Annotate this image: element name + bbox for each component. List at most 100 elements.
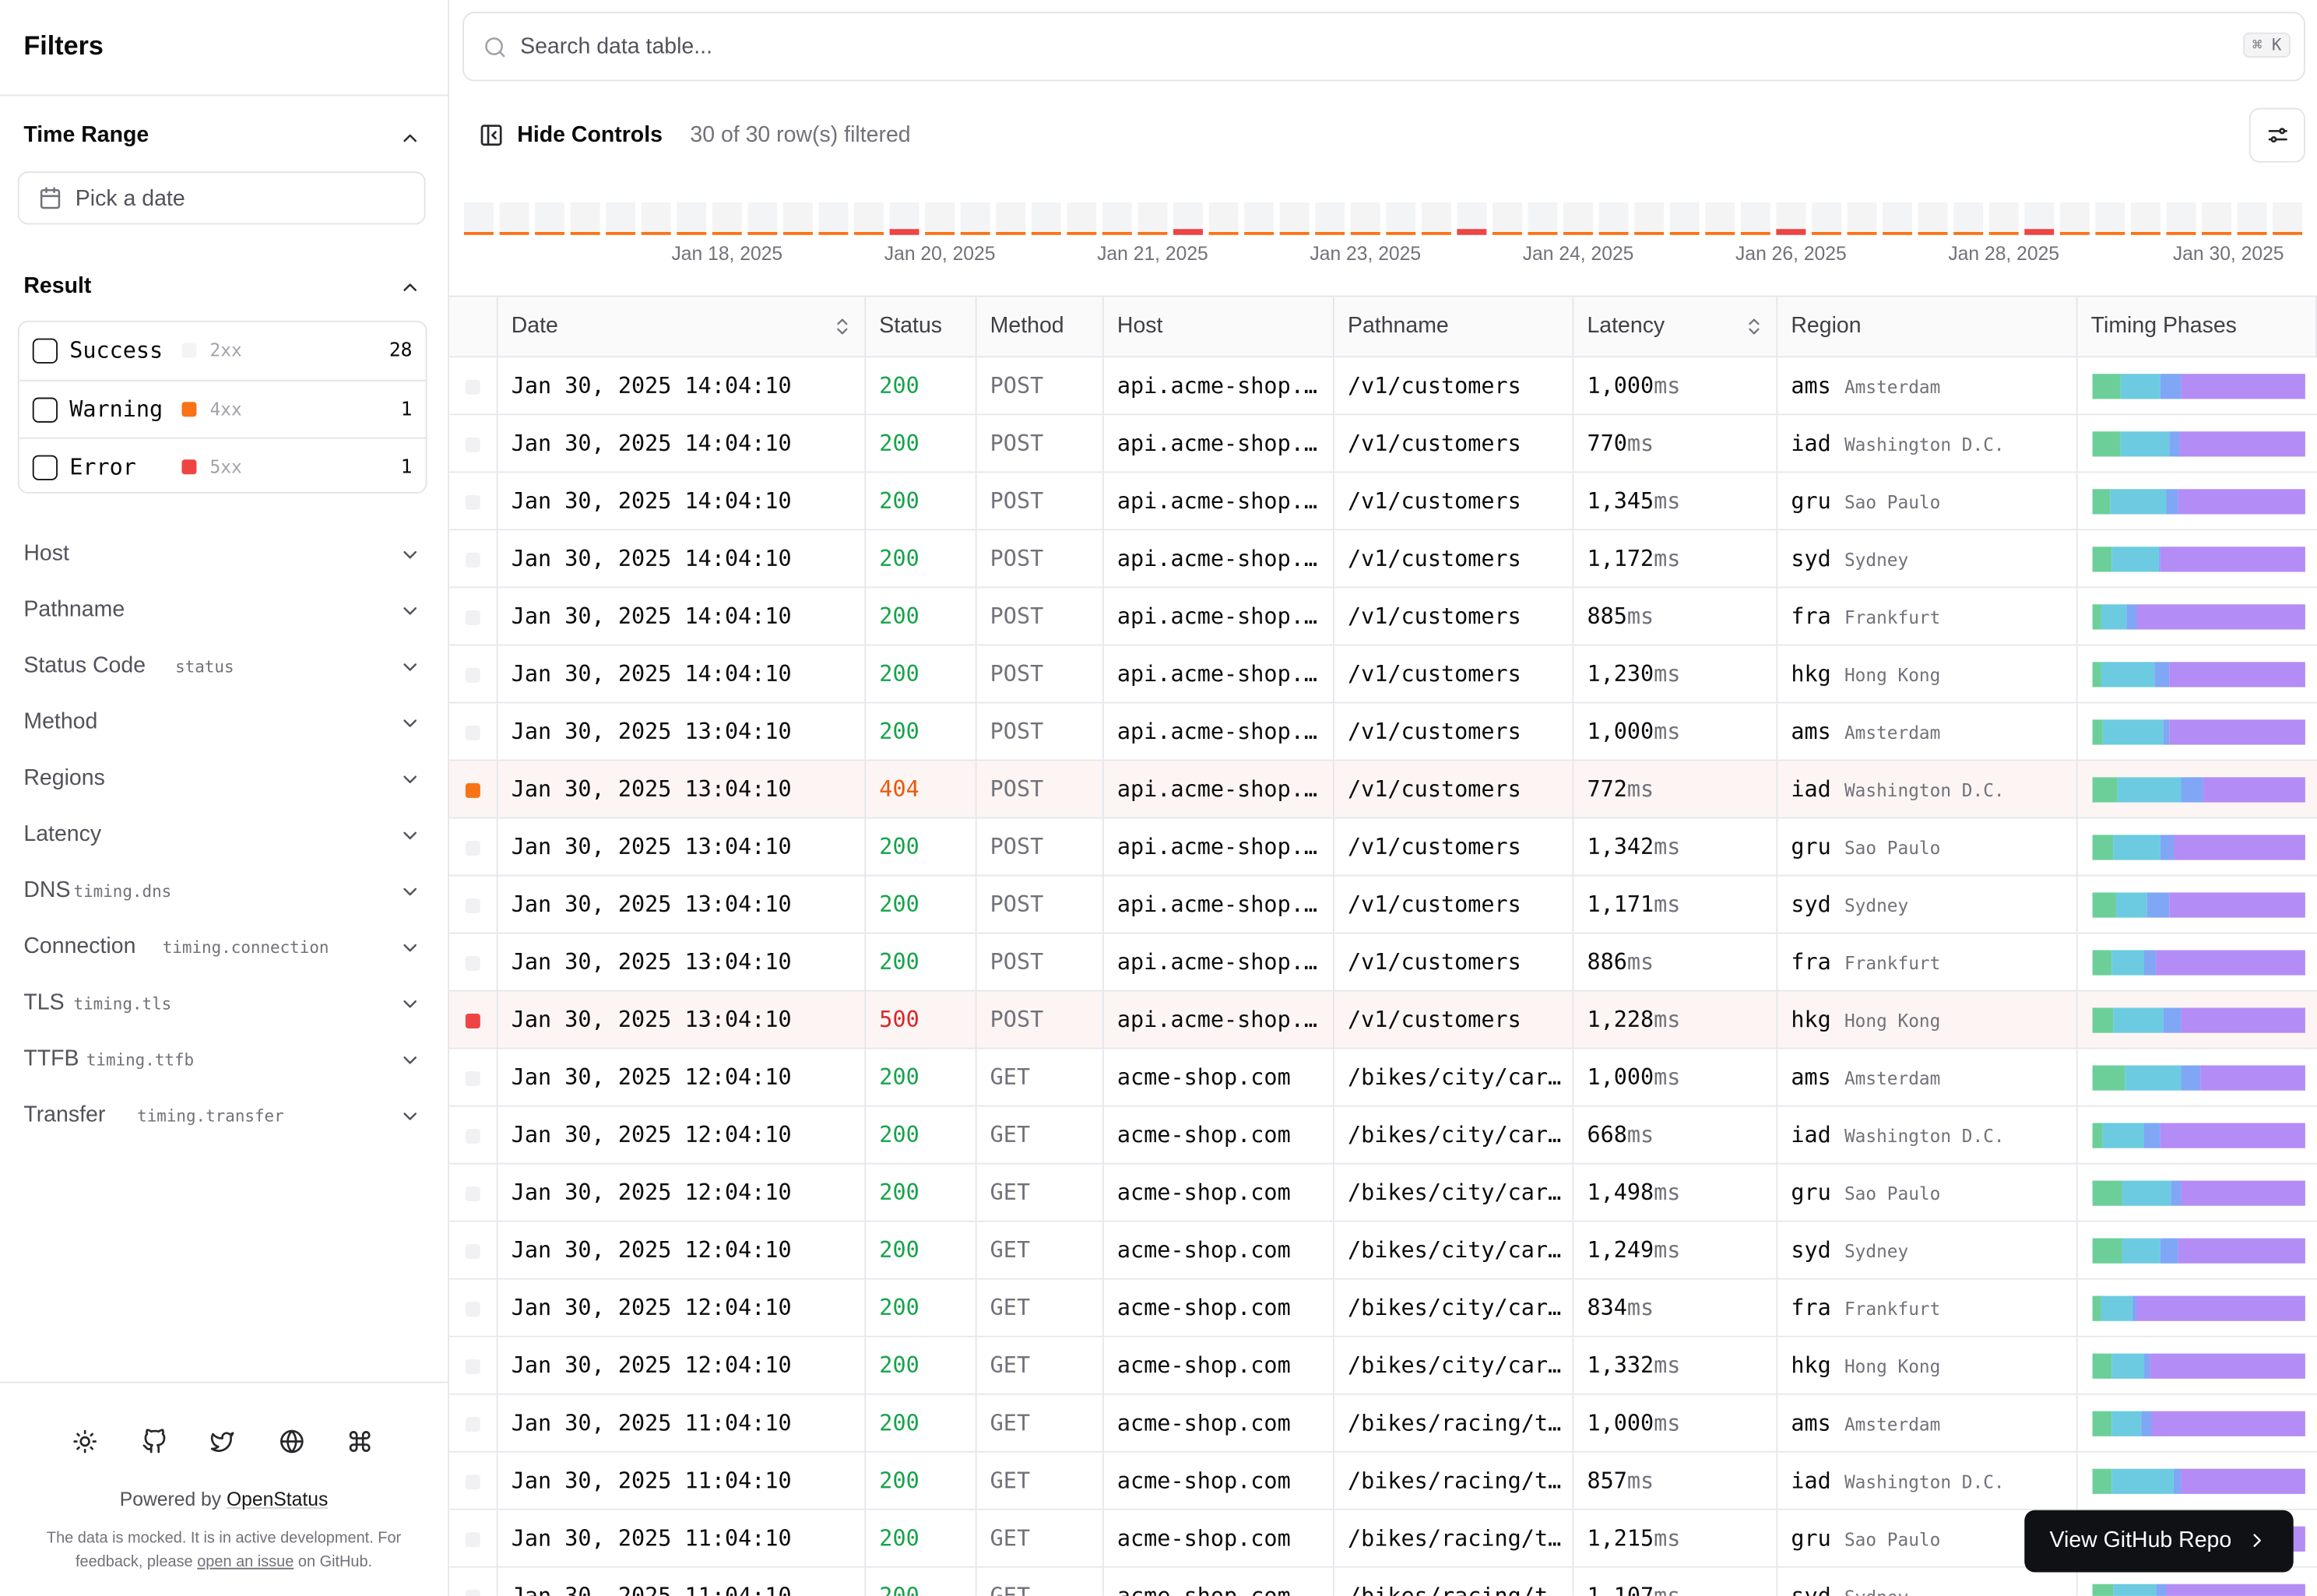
timeline-bar[interactable] <box>1634 202 1665 235</box>
brand-link[interactable]: OpenStatus <box>226 1488 329 1510</box>
timeline-bar[interactable] <box>463 202 494 235</box>
footer-icon[interactable] <box>72 1429 97 1454</box>
table-row[interactable]: Jan 30, 2025 14:04:10 200 POST api.acme-sho… <box>448 530 2317 589</box>
timeline-bar[interactable] <box>2237 202 2267 235</box>
timeline-bar[interactable] <box>960 202 990 235</box>
footer-icon[interactable] <box>210 1429 235 1454</box>
timeline-bar[interactable] <box>2024 202 2055 235</box>
table-row[interactable]: Jan 30, 2025 13:04:10 200 POST api.acme-sho… <box>448 933 2317 992</box>
result-option[interactable]: Error 5xx 1 <box>19 437 426 497</box>
table-row[interactable]: Jan 30, 2025 11:04:10 200 GET acme-shop.com… <box>448 1510 2317 1568</box>
header-cell[interactable]: Latency <box>1573 297 1778 357</box>
date-picker[interactable]: Pick a date <box>17 171 426 225</box>
table-row[interactable]: Jan 30, 2025 12:04:10 200 GET acme-shop.com… <box>448 1222 2317 1280</box>
timeline-bar[interactable] <box>499 202 529 235</box>
timeline-bar[interactable] <box>1315 202 1345 235</box>
timeline-bar[interactable] <box>1421 202 1451 235</box>
timeline-bar[interactable] <box>1386 202 1416 235</box>
table-row[interactable]: Jan 30, 2025 14:04:10 200 POST api.acme-sho… <box>448 588 2317 646</box>
expand-icon[interactable] <box>399 1049 420 1071</box>
timeline-bar[interactable] <box>925 202 955 235</box>
timeline-bar[interactable] <box>1137 202 1168 235</box>
checkbox[interactable] <box>32 455 58 480</box>
table-row[interactable]: Jan 30, 2025 13:04:10 200 POST api.acme-sho… <box>448 703 2317 761</box>
footer-icon[interactable] <box>279 1429 304 1454</box>
table-row[interactable]: Jan 30, 2025 13:04:10 200 POST api.acme-sho… <box>448 818 2317 877</box>
timeline-bar[interactable] <box>1669 202 1700 235</box>
timeline-bar[interactable] <box>641 202 671 235</box>
sort-icon[interactable] <box>1744 316 1765 337</box>
table-row[interactable]: Jan 30, 2025 13:04:10 500 POST api.acme-sho… <box>448 991 2317 1049</box>
issue-link[interactable]: open an issue <box>197 1552 294 1571</box>
timeline-bar[interactable] <box>570 202 600 235</box>
timeline-bar[interactable] <box>712 202 742 235</box>
table-row[interactable]: Jan 30, 2025 11:04:10 200 GET acme-shop.com… <box>448 1567 2317 1596</box>
checkbox[interactable] <box>32 397 58 423</box>
table-row[interactable]: Jan 30, 2025 14:04:10 200 POST api.acme-sho… <box>448 473 2317 531</box>
timeline-bar[interactable] <box>747 202 778 235</box>
timeline-bar[interactable] <box>1457 202 1487 235</box>
table-row[interactable]: Jan 30, 2025 14:04:10 200 POST api.acme-sho… <box>448 645 2317 704</box>
footer-icon[interactable] <box>347 1429 372 1454</box>
view-options[interactable] <box>2248 107 2305 163</box>
timeline-bar[interactable] <box>1740 202 1770 235</box>
table-row[interactable]: Jan 30, 2025 11:04:10 200 GET acme-shop.com… <box>448 1452 2317 1510</box>
collapse-icon[interactable] <box>399 127 420 149</box>
expand-icon[interactable] <box>399 768 420 790</box>
timeline-bar[interactable] <box>535 202 565 235</box>
timeline-bar[interactable] <box>1705 202 1735 235</box>
table-row[interactable]: Jan 30, 2025 12:04:10 200 GET acme-shop.com… <box>448 1164 2317 1222</box>
timeline-bar[interactable] <box>606 202 636 235</box>
timeline-bar[interactable] <box>996 202 1026 235</box>
expand-icon[interactable] <box>399 712 420 734</box>
table-row[interactable]: Jan 30, 2025 13:04:10 404 POST api.acme-sho… <box>448 761 2317 819</box>
timeline-bar[interactable] <box>889 202 919 235</box>
timeline-bar[interactable] <box>2059 202 2090 235</box>
sort-icon[interactable] <box>832 316 853 337</box>
timeline-bar[interactable] <box>1350 202 1380 235</box>
timeline-bar[interactable] <box>782 202 813 235</box>
expand-icon[interactable] <box>399 993 420 1014</box>
github-button[interactable]: View GitHub Repo <box>2024 1510 2294 1573</box>
table-row[interactable]: Jan 30, 2025 12:04:10 200 GET acme-shop.com… <box>448 1049 2317 1107</box>
timeline-bar[interactable] <box>1279 202 1310 235</box>
result-option[interactable]: Warning 4xx 1 <box>19 379 426 439</box>
timeline-bar[interactable] <box>2130 202 2161 235</box>
search-box[interactable]: Search data table... ⌘ K <box>462 12 2305 82</box>
checkbox[interactable] <box>32 338 58 364</box>
timeline-bar[interactable] <box>818 202 849 235</box>
table-row[interactable]: Jan 30, 2025 11:04:10 200 GET acme-shop.com… <box>448 1394 2317 1453</box>
footer-icon[interactable] <box>141 1429 166 1454</box>
result-option[interactable]: Success 2xx 28 <box>19 322 426 380</box>
timeline-bar[interactable] <box>1598 202 1629 235</box>
timeline-bar[interactable] <box>677 202 707 235</box>
timeline-bar[interactable] <box>1883 202 1913 235</box>
expand-icon[interactable] <box>399 937 420 958</box>
timeline-bar[interactable] <box>2095 202 2125 235</box>
timeline-bar[interactable] <box>1563 202 1594 235</box>
timeline-bar[interactable] <box>1953 202 1984 235</box>
timeline-bar[interactable] <box>1244 202 1275 235</box>
timeline-bar[interactable] <box>1988 202 2019 235</box>
timeline-bar[interactable] <box>1492 202 1522 235</box>
expand-icon[interactable] <box>399 543 420 565</box>
table-row[interactable]: Jan 30, 2025 12:04:10 200 GET acme-shop.com… <box>448 1337 2317 1395</box>
expand-icon[interactable] <box>399 600 420 622</box>
expand-icon[interactable] <box>399 824 420 846</box>
table-row[interactable]: Jan 30, 2025 14:04:10 200 POST api.acme-sho… <box>448 357 2317 416</box>
timeline-bar[interactable] <box>2166 202 2196 235</box>
expand-icon[interactable] <box>399 1106 420 1127</box>
table-row[interactable]: Jan 30, 2025 12:04:10 200 GET acme-shop.com… <box>448 1279 2317 1338</box>
header-cell[interactable]: Date <box>498 297 867 357</box>
timeline-bar[interactable] <box>1173 202 1203 235</box>
timeline-bar[interactable] <box>1031 202 1061 235</box>
table-row[interactable]: Jan 30, 2025 14:04:10 200 POST api.acme-sho… <box>448 415 2317 473</box>
timeline-bar[interactable] <box>2273 202 2303 235</box>
timeline-bar[interactable] <box>1208 202 1239 235</box>
timeline-bar[interactable] <box>1847 202 1877 235</box>
timeline-bar[interactable] <box>2202 202 2231 235</box>
expand-icon[interactable] <box>399 881 420 902</box>
timeline-bar[interactable] <box>1918 202 1948 235</box>
timeline-bar[interactable] <box>854 202 884 235</box>
table-row[interactable]: Jan 30, 2025 13:04:10 200 POST api.acme-sho… <box>448 876 2317 934</box>
